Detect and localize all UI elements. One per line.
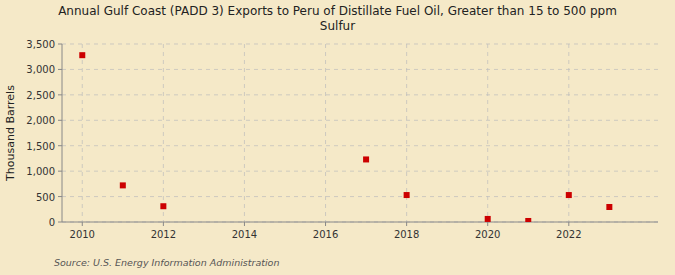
x-grid-line bbox=[82, 44, 83, 222]
x-tick bbox=[487, 222, 488, 226]
y-tick-label: 1,500 bbox=[26, 141, 55, 152]
y-tick bbox=[58, 145, 62, 146]
point bbox=[606, 204, 612, 210]
x-grid-line bbox=[244, 44, 245, 222]
y-tick bbox=[58, 171, 62, 172]
y-tick-label: 500 bbox=[36, 192, 55, 203]
y-tick-label: 3,000 bbox=[26, 64, 55, 75]
point bbox=[120, 182, 126, 188]
points bbox=[79, 52, 612, 222]
point bbox=[79, 52, 85, 58]
x-axis-line bbox=[62, 222, 658, 223]
x-tick-label: 2012 bbox=[151, 229, 176, 240]
point bbox=[566, 192, 572, 198]
x-tick bbox=[325, 222, 326, 226]
x-tick-label: 2016 bbox=[313, 229, 338, 240]
x-tick-label: 2018 bbox=[394, 229, 419, 240]
x-grid-line bbox=[487, 44, 488, 222]
y-grid-line bbox=[62, 171, 658, 172]
title: Annual Gulf Coast (PADD 3) Exports to Pe… bbox=[58, 4, 617, 33]
y-tick-label: 3,500 bbox=[26, 39, 55, 50]
y-tick bbox=[58, 69, 62, 70]
x-tick bbox=[568, 222, 569, 226]
y-tick bbox=[58, 222, 62, 223]
y-tick bbox=[58, 196, 62, 197]
background bbox=[0, 0, 675, 275]
x-grid-line bbox=[325, 44, 326, 222]
y-tick bbox=[58, 44, 62, 45]
grid bbox=[62, 44, 658, 222]
y-tick-label: 1,000 bbox=[26, 166, 55, 177]
x-tick bbox=[82, 222, 83, 226]
y-tick bbox=[58, 94, 62, 95]
y-grid-line bbox=[62, 222, 658, 223]
x-tick bbox=[406, 222, 407, 226]
x-tick bbox=[244, 222, 245, 226]
y-tick-label: 0 bbox=[49, 217, 55, 228]
point bbox=[160, 203, 166, 209]
axes: 0 500 1,000 1,500 2,000 2,500 3,000 3,500 2010 20… bbox=[26, 39, 658, 240]
chart: Annual Gulf Coast (PADD 3) Exports to Pe… bbox=[0, 0, 675, 275]
y-tick-label: 2,500 bbox=[26, 90, 55, 101]
y-axis-label: Thousand Barrels bbox=[4, 85, 17, 182]
x-tick-label: 2020 bbox=[475, 229, 500, 240]
x-tick-label: 2010 bbox=[70, 229, 95, 240]
x-tick-label: 2022 bbox=[556, 229, 581, 240]
y-grid-line bbox=[62, 145, 658, 146]
point bbox=[525, 218, 531, 222]
y-tick-label: 2,000 bbox=[26, 115, 55, 126]
y-axis-line bbox=[62, 44, 63, 222]
point bbox=[363, 156, 369, 162]
point bbox=[485, 216, 491, 222]
x-tick-label: 2014 bbox=[232, 229, 257, 240]
point bbox=[404, 192, 410, 198]
source: Source: U.S. Energy Information Administ… bbox=[54, 257, 279, 268]
x-tick bbox=[163, 222, 164, 226]
x-grid-line bbox=[163, 44, 164, 222]
y-tick bbox=[58, 120, 62, 121]
